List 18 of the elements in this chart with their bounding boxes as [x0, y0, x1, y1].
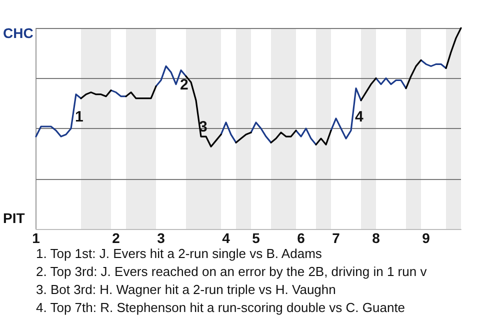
annotation: 4 — [355, 108, 364, 126]
x-tick-label: 9 — [422, 230, 430, 246]
x-tick-label: 3 — [157, 230, 166, 246]
annotation: 2 — [180, 76, 188, 94]
x-tick-label: 7 — [332, 230, 340, 246]
x-tick-label: 5 — [252, 230, 260, 246]
text: 4. Top 7th: R. Stephenson hit a run-scoring double vs C. Guante — [36, 299, 406, 317]
annotation: 1 — [75, 108, 84, 126]
x-tick-label: 2 — [112, 230, 120, 246]
text: 3. Bot 3rd: H. Wagner hit a 2-run triple vs H. Vaughn — [36, 281, 337, 299]
x-tick-label: 1 — [32, 230, 40, 246]
text: 2. Top 3rd: J. Evers reached on an error by the 2B, driving in 1 run v — [36, 263, 428, 281]
x-tick-label: 8 — [372, 230, 380, 246]
x-tick-label: 6 — [297, 230, 306, 246]
text: 1. Top 1st: J. Evers hit a 2-run single vs B. Adams — [36, 245, 323, 263]
text: CHC — [3, 25, 34, 41]
text: PIT — [3, 210, 26, 226]
x-tick-label: 4 — [222, 230, 230, 246]
